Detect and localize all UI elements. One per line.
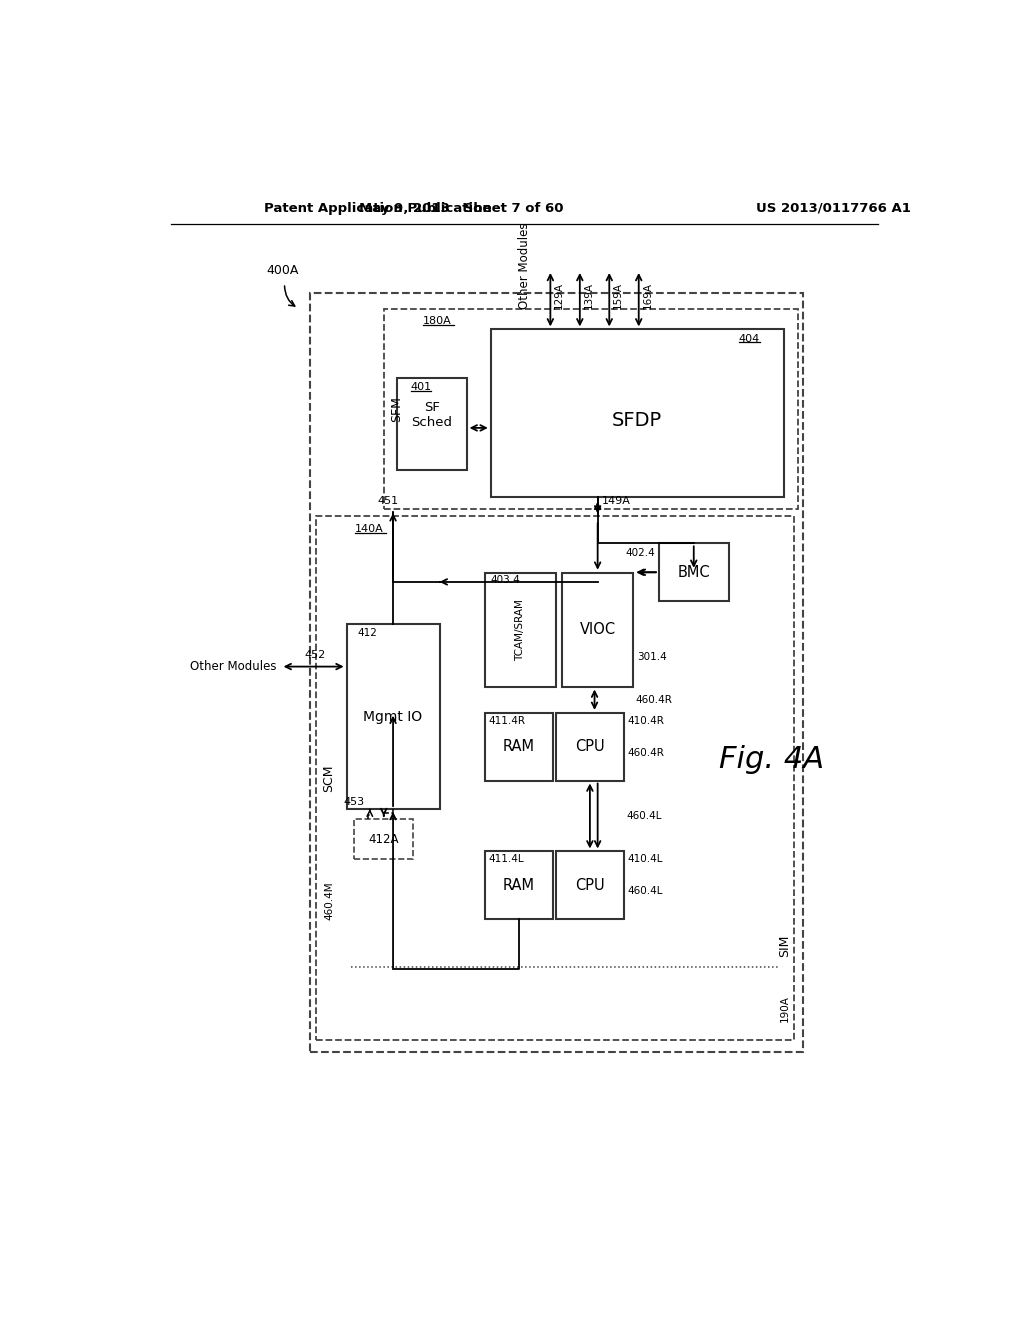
Bar — [484, 851, 553, 919]
Text: Mgmt IO: Mgmt IO — [364, 710, 423, 723]
Text: 410.4R: 410.4R — [628, 715, 665, 726]
Bar — [484, 573, 556, 686]
Text: BMC: BMC — [678, 565, 710, 579]
Text: 140A: 140A — [355, 524, 384, 533]
Bar — [397, 378, 467, 470]
Bar — [484, 713, 553, 780]
Text: SF: SF — [424, 400, 439, 413]
Text: 412A: 412A — [369, 833, 399, 846]
Text: 404: 404 — [738, 334, 760, 343]
Text: Patent Application Publication: Patent Application Publication — [263, 202, 492, 215]
Text: 452: 452 — [305, 649, 327, 660]
Text: SCM: SCM — [323, 764, 335, 792]
Text: Sched: Sched — [412, 416, 453, 429]
Bar — [354, 818, 414, 859]
Text: US 2013/0117766 A1: US 2013/0117766 A1 — [756, 202, 910, 215]
Bar — [316, 516, 794, 1040]
Text: 460.4L: 460.4L — [628, 887, 664, 896]
Text: 401: 401 — [411, 381, 432, 392]
Text: 400A: 400A — [266, 264, 298, 277]
Bar — [556, 851, 624, 919]
Text: 460.4R: 460.4R — [628, 748, 665, 758]
Text: SIM: SIM — [778, 935, 791, 957]
Text: 402.4: 402.4 — [626, 548, 655, 557]
Text: 180A: 180A — [423, 315, 452, 326]
Text: 460.4M: 460.4M — [325, 882, 335, 920]
Text: Other Modules: Other Modules — [518, 223, 531, 309]
Text: 149A: 149A — [601, 496, 631, 506]
Bar — [346, 624, 439, 809]
Text: RAM: RAM — [503, 878, 535, 892]
Bar — [384, 309, 799, 508]
Text: 451: 451 — [378, 496, 398, 506]
Text: May 9, 2013   Sheet 7 of 60: May 9, 2013 Sheet 7 of 60 — [359, 202, 563, 215]
Text: CPU: CPU — [575, 878, 605, 892]
Text: 411.4L: 411.4L — [488, 854, 524, 865]
Text: 403.4: 403.4 — [490, 576, 520, 585]
Text: 301.4: 301.4 — [637, 652, 667, 663]
Bar — [490, 330, 783, 498]
Text: 169A: 169A — [643, 282, 652, 309]
Text: 411.4R: 411.4R — [488, 715, 525, 726]
Bar — [562, 573, 633, 686]
Text: TCAM/SRAM: TCAM/SRAM — [515, 599, 525, 660]
Bar — [310, 293, 803, 1052]
Text: 412: 412 — [357, 628, 377, 639]
Text: SFDP: SFDP — [612, 412, 663, 430]
Text: 410.4L: 410.4L — [628, 854, 664, 865]
Text: 460.4R: 460.4R — [636, 694, 673, 705]
Text: Other Modules: Other Modules — [190, 660, 276, 673]
Text: CPU: CPU — [575, 739, 605, 754]
Text: 129A: 129A — [554, 282, 564, 309]
Bar — [556, 713, 624, 780]
Text: 190A: 190A — [779, 995, 790, 1022]
Text: SFM: SFM — [390, 396, 402, 421]
Text: 460.4L: 460.4L — [627, 810, 662, 821]
Bar — [658, 544, 729, 601]
Text: Fig. 4A: Fig. 4A — [719, 744, 824, 774]
Text: VIOC: VIOC — [580, 622, 615, 638]
Text: 453: 453 — [343, 797, 365, 807]
Text: RAM: RAM — [503, 739, 535, 754]
Text: 139A: 139A — [584, 282, 594, 309]
Text: 159A: 159A — [613, 282, 624, 309]
